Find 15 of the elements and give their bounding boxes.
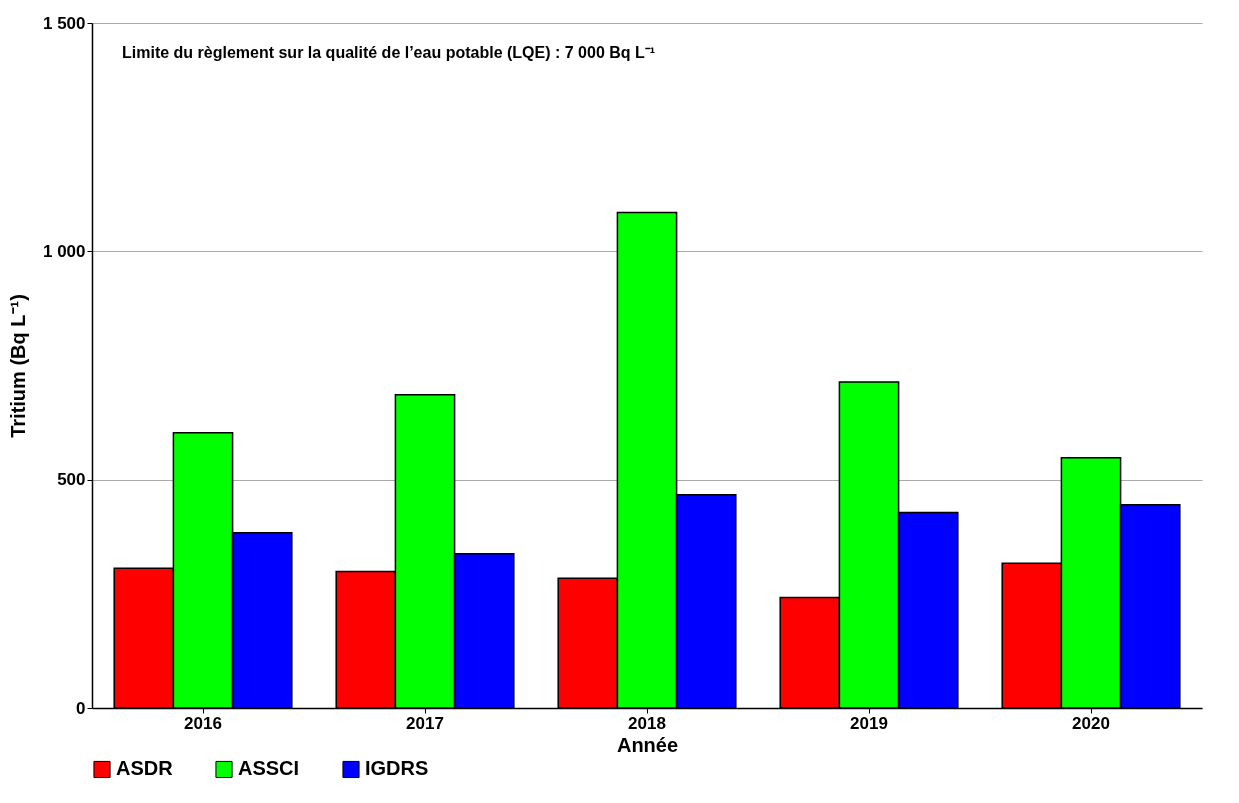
y-tick-label: 1 500 (42, 13, 86, 33)
x-tick-label: 2020 (1072, 713, 1110, 733)
y-tick-label: 0 (76, 698, 86, 718)
x-axis-title: Année (616, 733, 679, 756)
legend-label: ASDR (116, 757, 174, 780)
legend-label: IGDRS (365, 757, 429, 780)
y-tick-label: 500 (57, 470, 86, 490)
x-tick-label: 2016 (184, 713, 222, 733)
x-tick-label: 2019 (850, 713, 888, 733)
x-tick-label: 2018 (628, 713, 666, 733)
legend-label: ASSCI (238, 757, 300, 780)
x-tick-label: 2017 (406, 713, 444, 733)
y-tick-label: 1 000 (42, 241, 86, 261)
annotation: Limite du règlement sur la qualité de l’eau potable (LQE) : 7 000 Bq L⁻¹ (122, 44, 656, 61)
y-axis-title: Tritium (Bq L⁻¹) (6, 294, 29, 438)
